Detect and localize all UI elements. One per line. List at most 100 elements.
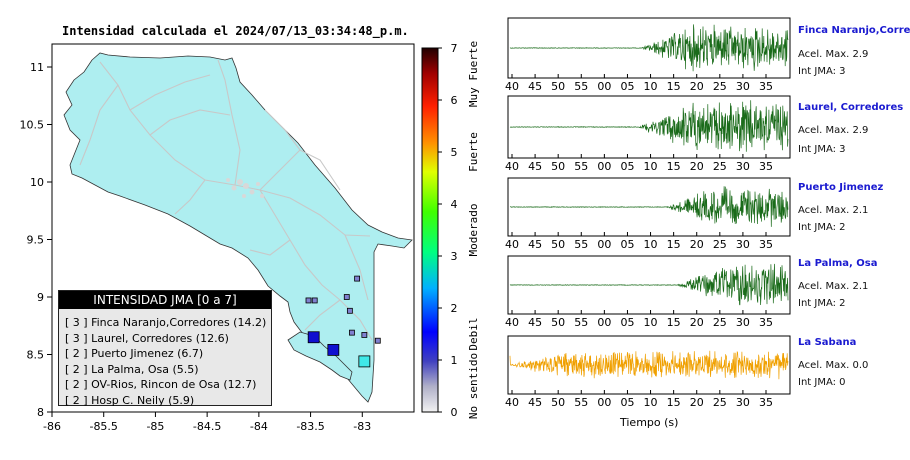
time-tick-label: 20 [690, 160, 704, 173]
y-tick-label: 10.5 [20, 119, 45, 132]
colorbar-category-label: Fuerte [467, 132, 480, 172]
time-tick-label: 50 [551, 80, 565, 93]
time-tick-label: 45 [528, 316, 542, 329]
time-tick-label: 35 [759, 396, 773, 409]
time-tick-label: 30 [736, 396, 750, 409]
time-tick-label: 45 [528, 238, 542, 251]
time-tick-label: 50 [551, 396, 565, 409]
station-accel: Acel. Max. 0.0 [798, 360, 869, 371]
intensity-marker [358, 355, 371, 368]
seismogram-trace [509, 350, 789, 380]
time-tick-label: 20 [690, 80, 704, 93]
legend-items: [ 3 ] Finca Naranjo,Corredores (14.2) [ … [59, 309, 271, 408]
time-tick-label: 25 [713, 316, 727, 329]
station-name: Finca Naranjo,Corredor [798, 25, 910, 36]
intensity-marker [311, 297, 318, 304]
time-tick-label: 25 [713, 238, 727, 251]
x-tick-label: -86 [43, 420, 61, 433]
time-tick-label: 50 [551, 160, 565, 173]
y-tick-label: 9 [37, 291, 44, 304]
seismogram-panels: 40 45 50 55 00 05 10 15 20 25 30 35 40 45 50 55 00 05 10 15… [505, 17, 791, 409]
time-tick-label: 00 [597, 316, 611, 329]
time-tick-label: 05 [620, 238, 634, 251]
time-tick-label: 15 [667, 396, 681, 409]
time-tick-label: 55 [574, 316, 588, 329]
intensity-marker [346, 307, 353, 314]
seismogram-trace [509, 100, 789, 152]
time-tick-label: 30 [736, 80, 750, 93]
intensity-marker [354, 275, 361, 282]
y-tick-label: 8.5 [27, 349, 45, 362]
time-tick-label: 10 [644, 396, 658, 409]
road-network [79, 59, 373, 341]
colorbar-tick-label: 6 [451, 94, 458, 107]
time-tick-label: 35 [759, 238, 773, 251]
time-tick-label: 45 [528, 160, 542, 173]
time-tick-label: 00 [597, 80, 611, 93]
legend-item: [ 2 ] OV-Rios, Rincon de Osa (12.7) [65, 378, 257, 391]
city-cluster [226, 178, 264, 198]
intensity-legend: INTENSIDAD JMA [0 a 7] [ 3 ] Finca Naran… [58, 290, 272, 408]
seismogram-trace [509, 24, 789, 72]
time-tick-label: 40 [505, 316, 519, 329]
station-accel: Acel. Max. 2.1 [798, 205, 869, 216]
station-accel: Acel. Max. 2.9 [798, 49, 869, 60]
station-name: La Palma, Osa [798, 258, 878, 269]
time-tick-label: 55 [574, 160, 588, 173]
station-name: La Sabana [798, 337, 857, 348]
station-accel: Acel. Max. 2.9 [798, 125, 869, 136]
x-tick-label: -83 [353, 420, 371, 433]
station-jma: Int JMA: 0 [798, 377, 846, 388]
time-tick-label: 40 [505, 396, 519, 409]
x-tick-label: -83.5 [296, 420, 324, 433]
station-name: Puerto Jimenez [798, 182, 884, 193]
time-tick-label: 15 [667, 80, 681, 93]
time-tick-label: 10 [644, 238, 658, 251]
time-tick-label: 10 [644, 160, 658, 173]
station-name: Laurel, Corredores [798, 102, 904, 113]
colorbar-tick-label: 5 [451, 146, 458, 159]
colorbar-tick-label: 2 [451, 302, 458, 315]
station-jma: Int JMA: 2 [798, 298, 846, 309]
colorbar-tick-label: 7 [451, 42, 458, 55]
time-tick-label: 45 [528, 396, 542, 409]
time-tick-label: 20 [690, 396, 704, 409]
intensity-marker [327, 343, 340, 356]
time-tick-label: 50 [551, 238, 565, 251]
y-tick-label: 9.5 [27, 234, 45, 247]
colorbar-category-label: Moderado [467, 204, 480, 257]
time-tick-label: 35 [759, 316, 773, 329]
time-tick-label: 05 [620, 316, 634, 329]
time-tick-label: 40 [505, 80, 519, 93]
time-tick-label: 40 [505, 238, 519, 251]
legend-item: [ 3 ] Finca Naranjo,Corredores (14.2) [65, 316, 267, 329]
time-tick-label: 25 [713, 80, 727, 93]
station-jma: Int JMA: 3 [798, 144, 846, 155]
time-tick-label: 45 [528, 80, 542, 93]
y-tick-label: 10 [30, 176, 44, 189]
intensity-marker [361, 332, 368, 338]
time-tick-label: 00 [597, 396, 611, 409]
time-tick-label: 55 [574, 80, 588, 93]
time-tick-label: 25 [713, 396, 727, 409]
colorbar-tick-label: 3 [451, 250, 458, 263]
time-tick-label: 15 [667, 238, 681, 251]
time-tick-label: 15 [667, 160, 681, 173]
time-tick-label: 15 [667, 316, 681, 329]
colorbar: 0 1 2 3 4 5 6 7 No sentido Debil Moderado Fuerte Mu… [421, 41, 480, 419]
time-tick-label: 55 [574, 396, 588, 409]
time-tick-label: 05 [620, 160, 634, 173]
time-axis-label: Tiempo (s) [620, 416, 679, 429]
time-tick-label: 30 [736, 238, 750, 251]
x-tick-label: -85 [146, 420, 164, 433]
time-tick-label: 00 [597, 238, 611, 251]
seismogram-trace [509, 263, 789, 306]
intensity-marker [305, 297, 312, 304]
time-tick-label: 00 [597, 160, 611, 173]
station-jma: Int JMA: 2 [798, 222, 846, 233]
time-tick-label: 10 [644, 316, 658, 329]
time-tick-label: 35 [759, 160, 773, 173]
colorbar-category-label: Debil [467, 317, 480, 350]
intensity-marker [349, 329, 355, 336]
